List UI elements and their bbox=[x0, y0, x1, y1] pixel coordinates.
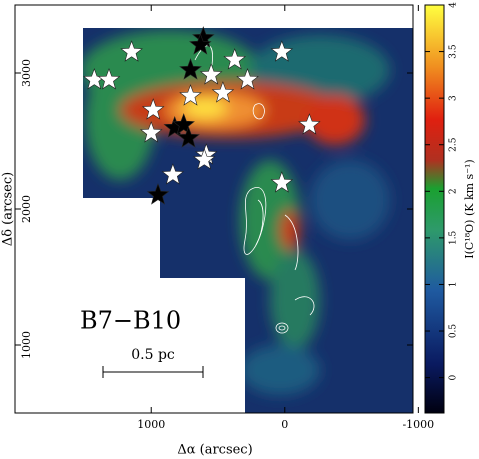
star-marker bbox=[146, 183, 170, 205]
star-marker bbox=[192, 148, 216, 170]
scale-label: 0.5 pc bbox=[131, 347, 175, 363]
y-axis-label: Δδ (arcsec) bbox=[1, 172, 16, 246]
colorbar-tick-label: 2 bbox=[449, 188, 459, 194]
star-marker bbox=[223, 48, 247, 70]
star-marker bbox=[161, 163, 185, 185]
x-tick-label: -1000 bbox=[402, 418, 434, 431]
star-marker bbox=[177, 126, 200, 148]
colorbar-tick-label: 3.5 bbox=[449, 44, 459, 59]
colorbar-label: I(C¹⁸O) (K km s⁻¹) bbox=[463, 159, 476, 258]
colorbar-tick-label: 0 bbox=[449, 374, 459, 380]
star-marker bbox=[236, 68, 259, 90]
colorbar-tick-label: 2.5 bbox=[449, 137, 459, 152]
intensity-map bbox=[83, 28, 413, 413]
region-label: B7−B10 bbox=[80, 307, 181, 335]
colorbar bbox=[424, 4, 445, 414]
star-marker bbox=[199, 63, 223, 85]
colorbar-tick-label: 1.5 bbox=[449, 230, 459, 245]
star-marker bbox=[139, 121, 163, 143]
x-tick-label: 1000 bbox=[137, 418, 165, 431]
star-marker bbox=[270, 40, 294, 62]
star-marker bbox=[298, 113, 321, 135]
colorbar-tick-label: 3 bbox=[449, 95, 459, 101]
star-marker bbox=[120, 40, 143, 62]
x-tick-label: 0 bbox=[281, 418, 288, 431]
star-marker bbox=[179, 84, 202, 106]
star-marker bbox=[141, 98, 165, 120]
y-tick-label: 3000 bbox=[20, 59, 33, 87]
star-marker bbox=[172, 113, 195, 135]
y-tick-label: 1000 bbox=[20, 331, 33, 359]
colorbar-tick-label: 4 bbox=[449, 2, 459, 8]
y-tick-label: 2000 bbox=[20, 195, 33, 223]
star-marker bbox=[270, 171, 294, 193]
star-marker bbox=[211, 81, 235, 103]
star-marker bbox=[97, 68, 121, 90]
star-marker bbox=[179, 58, 202, 80]
star-marker bbox=[189, 33, 212, 55]
colorbar-tick-label: 0.5 bbox=[449, 324, 459, 339]
x-axis-label: Δα (arcsec) bbox=[177, 443, 252, 458]
colorbar-tick-label: 1 bbox=[449, 282, 459, 288]
